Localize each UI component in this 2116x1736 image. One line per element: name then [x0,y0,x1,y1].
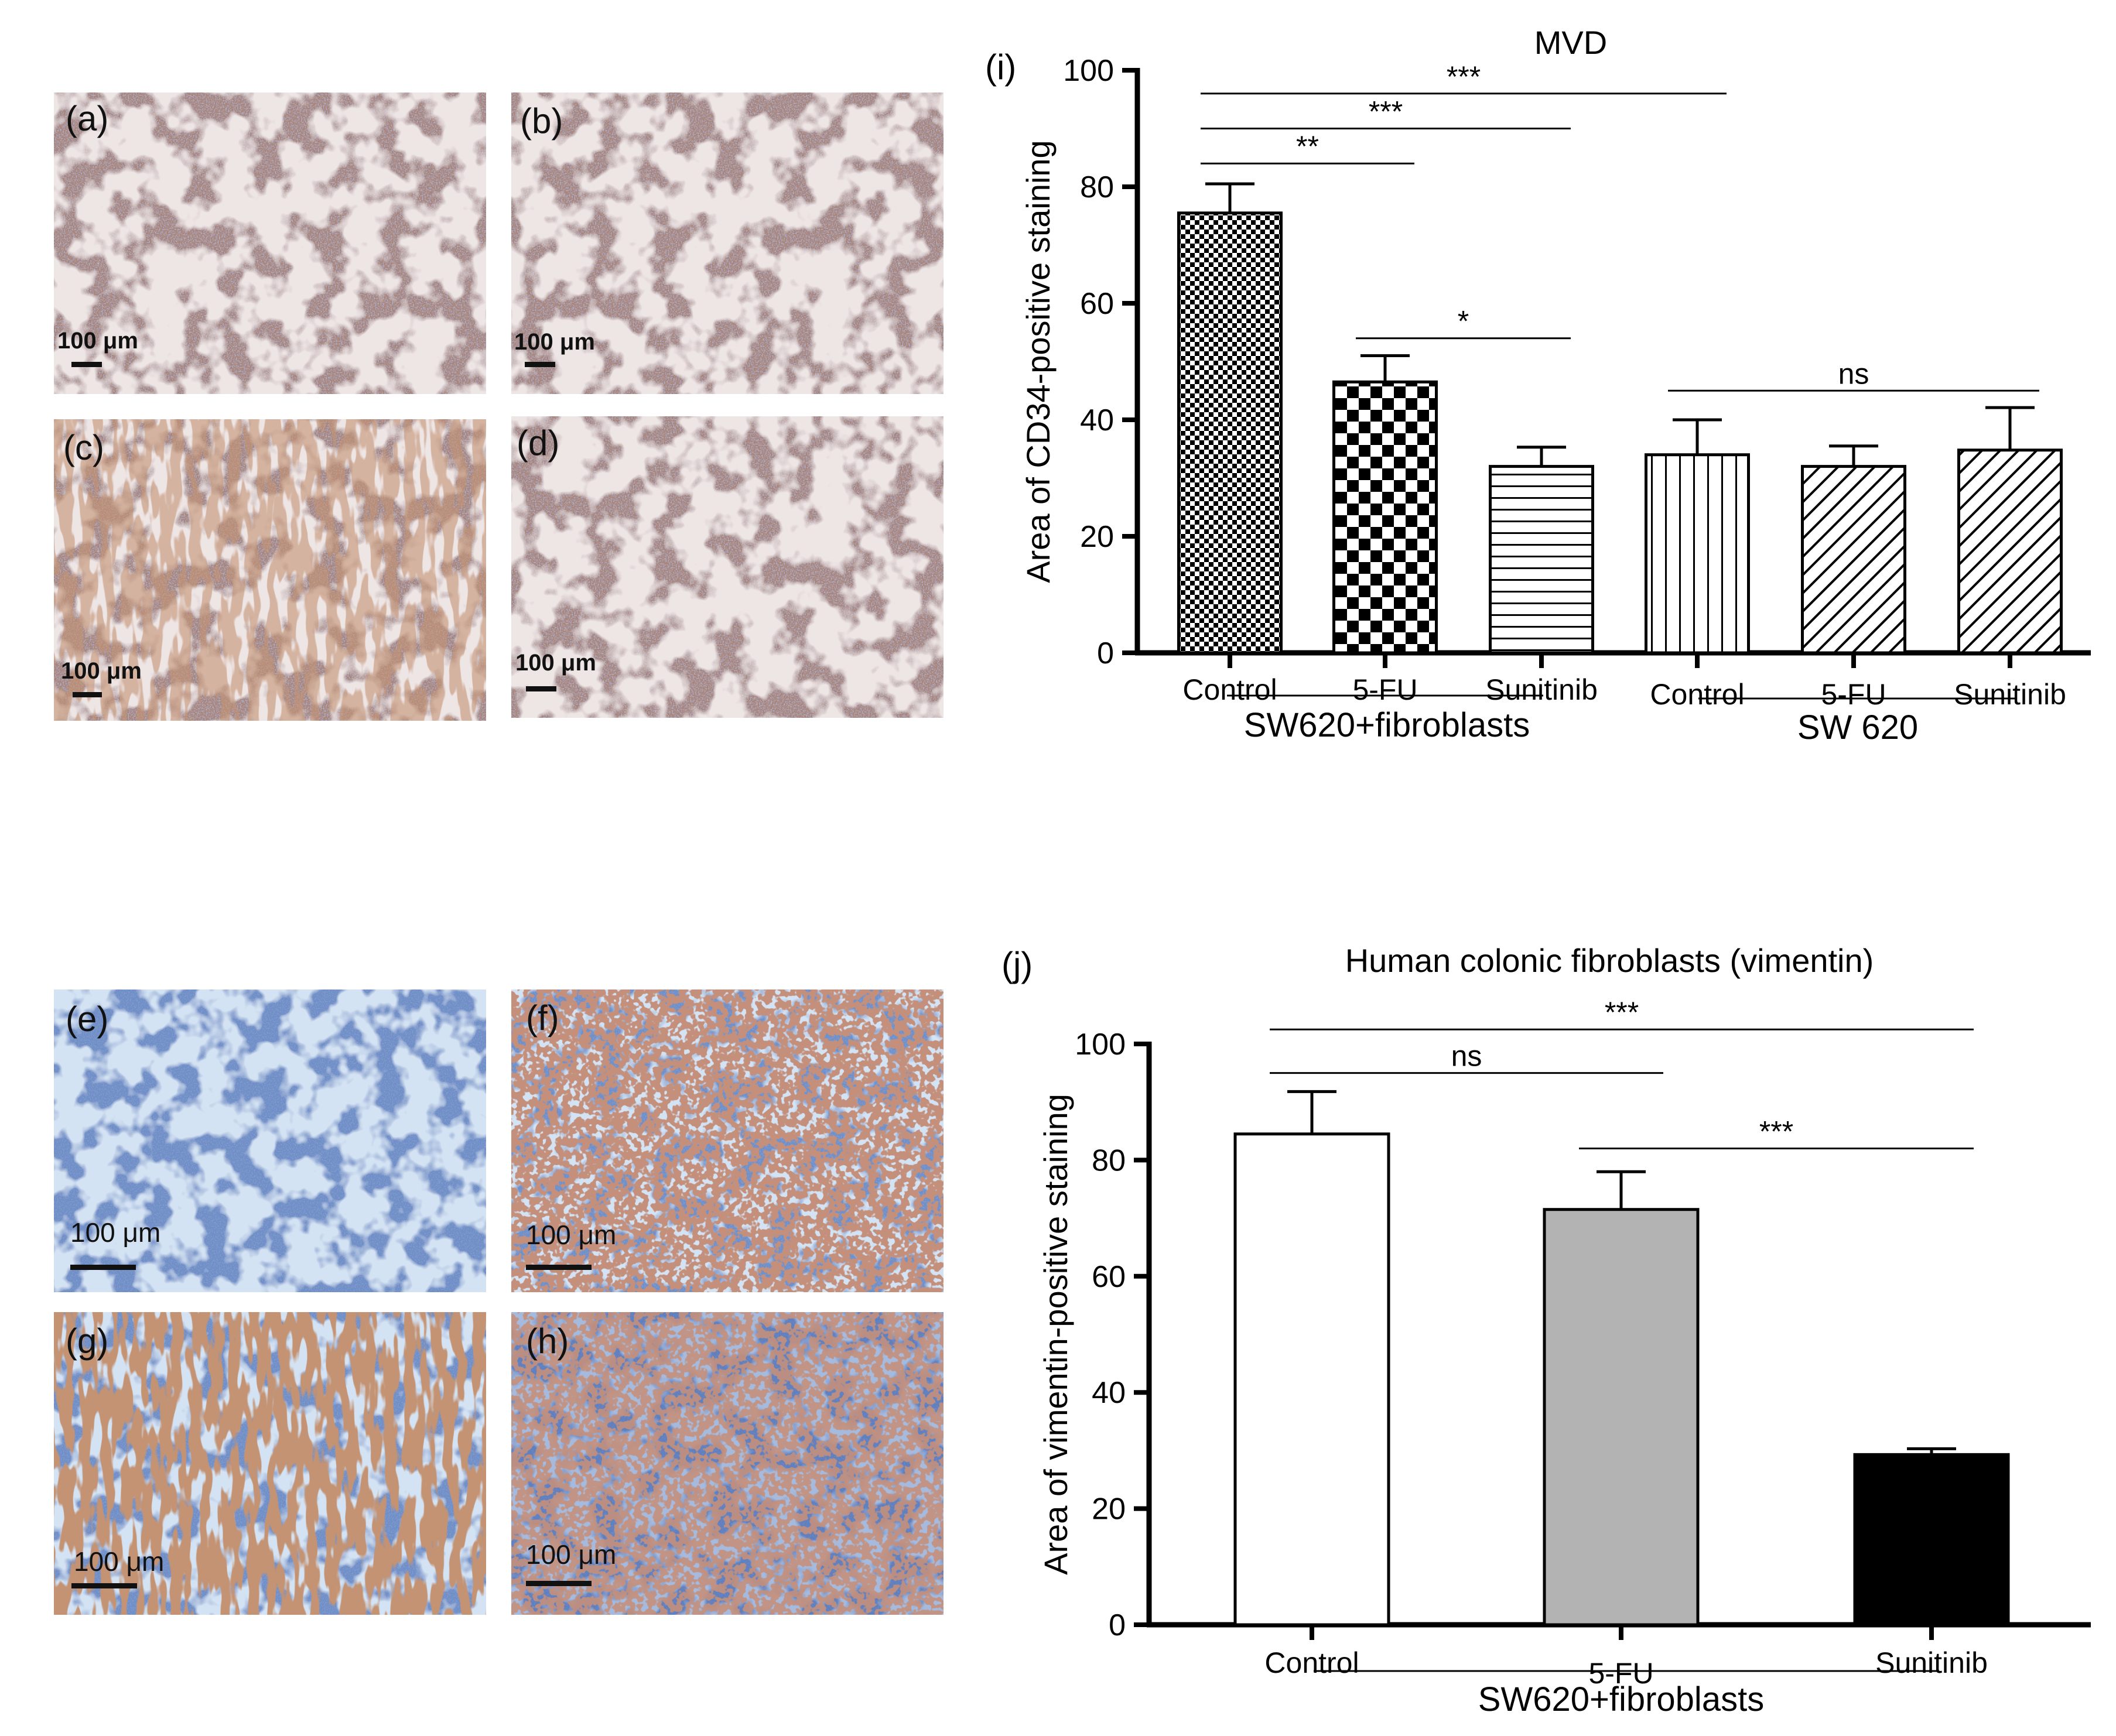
x-tick-label: 5-FU [1352,673,1417,706]
group-label: SW 620 [1797,708,1918,747]
bar [1489,465,1594,655]
x-tick-label: Sunitinib [1485,673,1598,706]
significance-label: * [1458,305,1469,338]
panel-label-e: (e) [66,999,109,1039]
bar [1332,380,1438,655]
y-tick-label: 20 [1080,520,1114,554]
x-tick-label: Sunitinib [1954,678,2066,711]
panel-label-f: (f) [526,998,559,1038]
x-tick-label: Sunitinib [1875,1646,1988,1679]
y-tick-label: 20 [1092,1492,1126,1526]
y-tick-label: 40 [1080,403,1114,437]
group-label: SW620+fibroblasts [1478,1680,1764,1718]
scale-bar-label-c: 100 μm [61,658,142,684]
y-tick-label: 100 [1075,1028,1126,1062]
y-tick-label: 60 [1092,1260,1126,1294]
y-tick-label: 60 [1080,287,1114,321]
bar [1177,211,1283,655]
chart-title: MVD [1534,24,1607,61]
group-label: SW620+fibroblasts [1244,706,1530,744]
chart-i: (i) MVD 0 20 40 60 80 100 Area of CD34-positive … [985,24,2091,747]
bar [1543,1208,1700,1627]
bar [1853,1453,2010,1627]
bar [1645,453,1750,655]
x-tick-label: 5-FU [1588,1657,1653,1690]
scale-bar-label-g: 100 μm [74,1546,165,1577]
y-axis-label: Area of vimentin-positive staining [1037,1094,1074,1575]
scale-bar-a [71,362,102,367]
y-tick-label: 0 [1109,1608,1126,1642]
panel-label: (i) [985,47,1016,87]
y-tick-label: 40 [1092,1376,1126,1410]
scale-bar-label-a: 100 μm [57,328,138,354]
x-tick-label: 5-FU [1821,678,1886,711]
x-tick-label: Control [1182,673,1277,706]
y-tick-label: 80 [1080,170,1114,204]
bar [1801,465,1906,655]
panel-label-a: (a) [66,99,109,138]
bar [1233,1132,1390,1627]
scale-bar-d [526,686,556,691]
scale-bar-label-b: 100 μm [514,329,595,355]
significance-label: *** [1447,60,1481,93]
bar [1957,448,2063,655]
scale-bar-g [71,1583,137,1588]
y-axis-label: Area of CD34-positive staining [1020,140,1057,583]
scale-bar-b [525,362,555,367]
significance-label: ns [1838,357,1869,390]
scale-bar-label-h: 100 μm [526,1539,617,1570]
significance-label: ** [1296,130,1319,163]
scale-bar-c [73,692,102,697]
scale-bar-label-e: 100 μm [70,1217,161,1248]
panel-label-c: (c) [63,428,104,467]
significance-label: ns [1451,1040,1482,1073]
panel-label-g: (g) [66,1321,109,1361]
scale-bar-f [526,1265,592,1270]
x-tick-label: Control [1264,1646,1359,1679]
panel-label-h: (h) [526,1321,569,1361]
x-tick-label: Control [1650,678,1744,711]
panel-label-d: (d) [517,423,560,463]
y-tick-label: 80 [1092,1143,1126,1177]
y-tick-label: 0 [1097,636,1114,670]
y-tick-label: 100 [1063,54,1114,88]
significance-label: *** [1759,1115,1793,1148]
significance-label: *** [1605,996,1639,1029]
panel-label-b: (b) [520,101,563,141]
scale-bar-h [526,1581,592,1586]
chart-title: Human colonic fibroblasts (vimentin) [1345,942,1874,979]
scale-bar-label-f: 100 μm [526,1220,617,1250]
panel-label: (j) [1001,945,1033,984]
significance-label: *** [1369,95,1403,128]
scale-bar-e [70,1265,136,1270]
scale-bar-label-d: 100 μm [515,650,596,676]
